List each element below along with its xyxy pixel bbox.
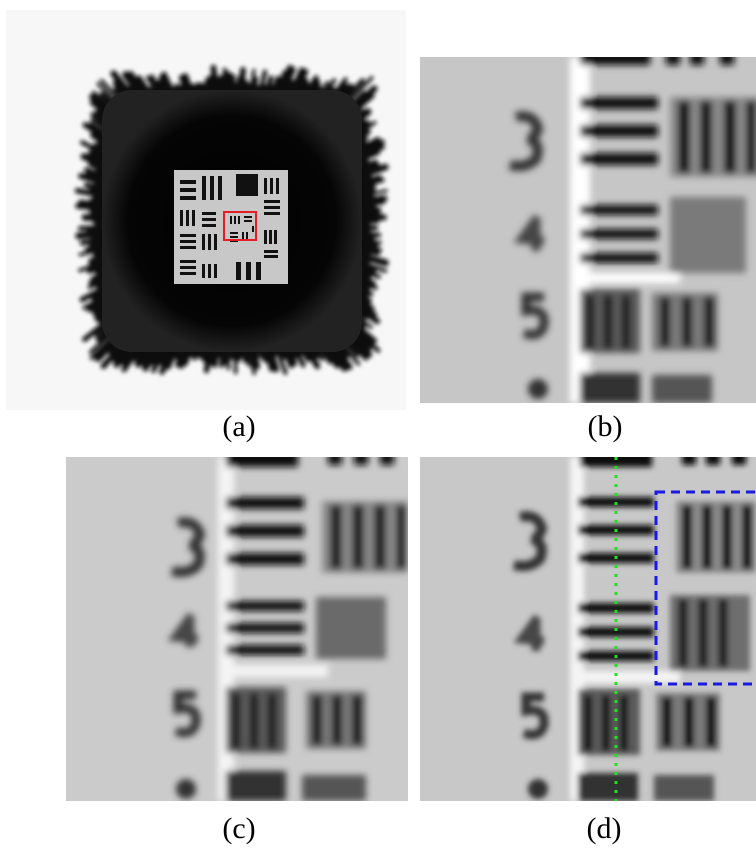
panel-b-image (420, 57, 756, 403)
panel-d-label: (d) (586, 812, 622, 845)
panel-b-label: (b) (587, 410, 623, 443)
resolution-target (174, 170, 288, 284)
blue-dashed-box (654, 490, 756, 686)
roi-box (223, 211, 257, 241)
panel-c-image (66, 457, 408, 801)
panel-c-label: (c) (222, 812, 256, 845)
panel-a-label: (a) (222, 410, 256, 443)
panel-a-image (6, 10, 406, 410)
panel-d-image (420, 457, 756, 801)
